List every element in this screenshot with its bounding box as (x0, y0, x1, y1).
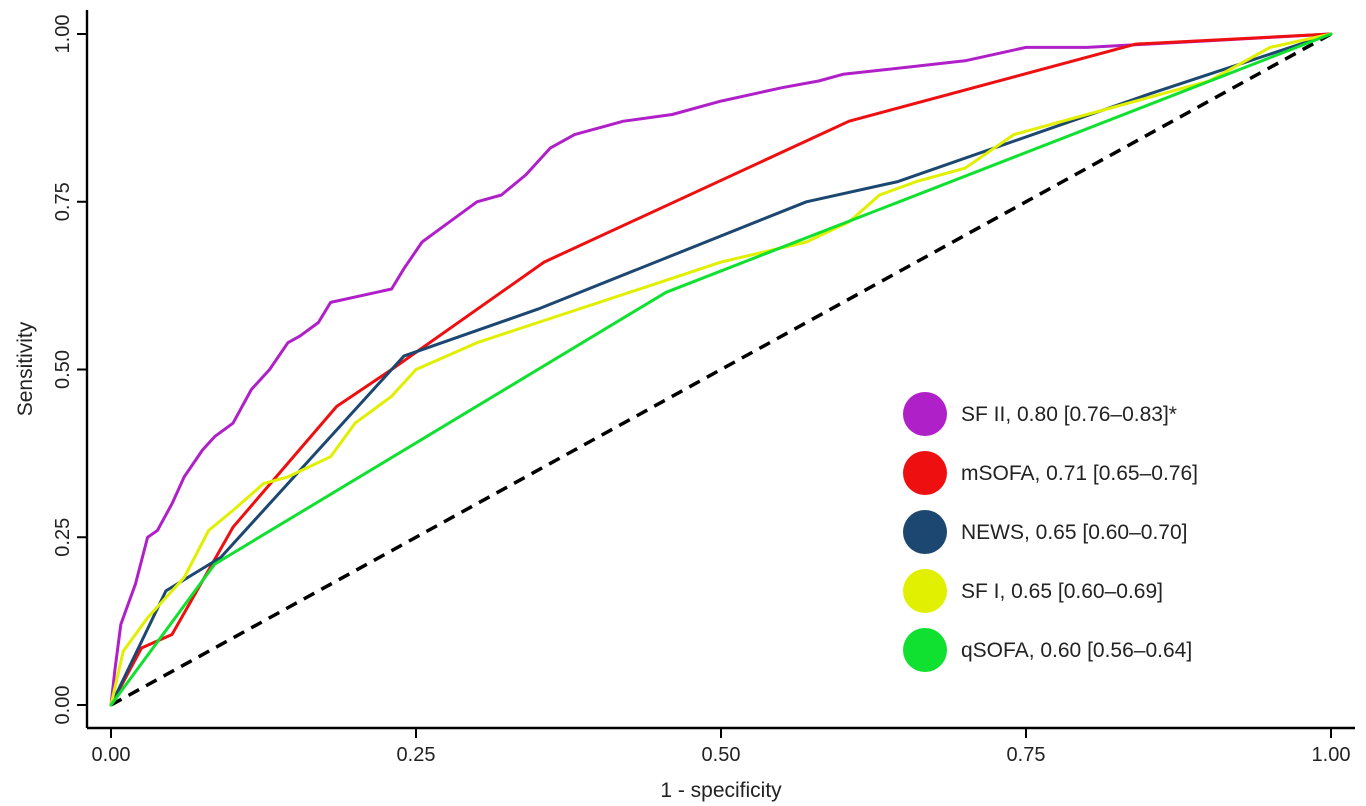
x-tick-label: 0.75 (1007, 744, 1046, 766)
legend-label: qSOFA, 0.60 [0.56–0.64] (961, 639, 1192, 662)
legend-swatch (903, 510, 947, 554)
axes (85, 10, 1355, 730)
x-tick-label: 0.25 (397, 744, 436, 766)
y-tick-label: 1.00 (52, 15, 74, 54)
y-axis-title: Sensitivity (14, 321, 37, 416)
y-tick-label: 0.00 (52, 686, 74, 725)
roc-curve-news (109, 32, 1333, 707)
legend-swatch (903, 569, 947, 613)
reference-diagonal-line (110, 32, 1332, 707)
legend: SF II, 0.80 [0.76–0.83]* mSOFA, 0.71 [0.6… (903, 392, 1198, 672)
x-tick-label: 0.50 (702, 744, 741, 766)
y-tick-label: 0.75 (52, 182, 74, 221)
roc-curve-sf-ii (109, 32, 1333, 707)
reference-diagonal-layer (110, 32, 1332, 707)
legend-label: SF II, 0.80 [0.76–0.83]* (961, 403, 1177, 426)
roc-curve-qsofa (109, 32, 1333, 707)
legend-swatch (903, 628, 947, 672)
ticks: 0.00 0.25 0.50 0.75 1.00 0.00 0.25 0.50 0.75 1.00 (52, 15, 1350, 766)
legend-swatch (903, 392, 947, 436)
legend-label: NEWS, 0.65 [0.60–0.70] (961, 521, 1187, 544)
legend-label: mSOFA, 0.71 [0.65–0.76] (961, 462, 1198, 485)
roc-curve-sf-i (109, 32, 1333, 707)
legend-label: SF I, 0.65 [0.60–0.69] (961, 580, 1163, 603)
y-tick-label: 0.25 (52, 518, 74, 557)
legend-swatch (903, 451, 947, 495)
x-axis-title: 1 - specificity (660, 779, 782, 802)
x-tick-label: 0.00 (92, 744, 131, 766)
roc-curves-layer (109, 32, 1333, 707)
x-tick-label: 1.00 (1312, 744, 1351, 766)
y-tick-label: 0.50 (52, 350, 74, 389)
